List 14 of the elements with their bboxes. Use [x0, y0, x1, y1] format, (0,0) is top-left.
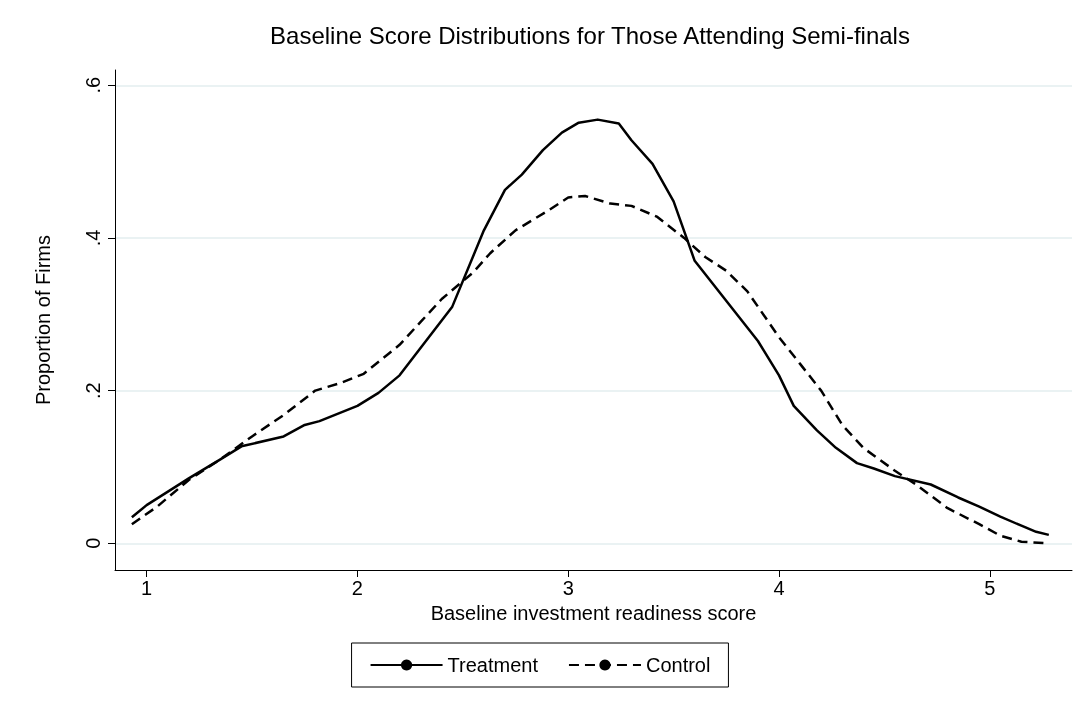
- x-axis-title: Baseline investment readiness score: [430, 601, 757, 624]
- x-tick-label: 3: [562, 577, 574, 599]
- legend-label: Treatment: [447, 654, 539, 676]
- x-tick-label: 5: [984, 577, 996, 599]
- y-tick-label: 0: [82, 537, 104, 549]
- y-axis-title: Proportion of Firms: [32, 234, 54, 406]
- y-tick-label: .6: [82, 76, 104, 94]
- legend-label: Control: [645, 654, 711, 676]
- y-tick-label: .2: [82, 382, 104, 399]
- x-tick-label: 2: [351, 577, 363, 599]
- chart-title: Baseline Score Distributions for Those Attending Semi-finals: [270, 21, 910, 49]
- x-tick-label: 4: [773, 577, 785, 599]
- x-tick-label: 1: [141, 577, 153, 599]
- y-tick-label: .4: [82, 229, 104, 247]
